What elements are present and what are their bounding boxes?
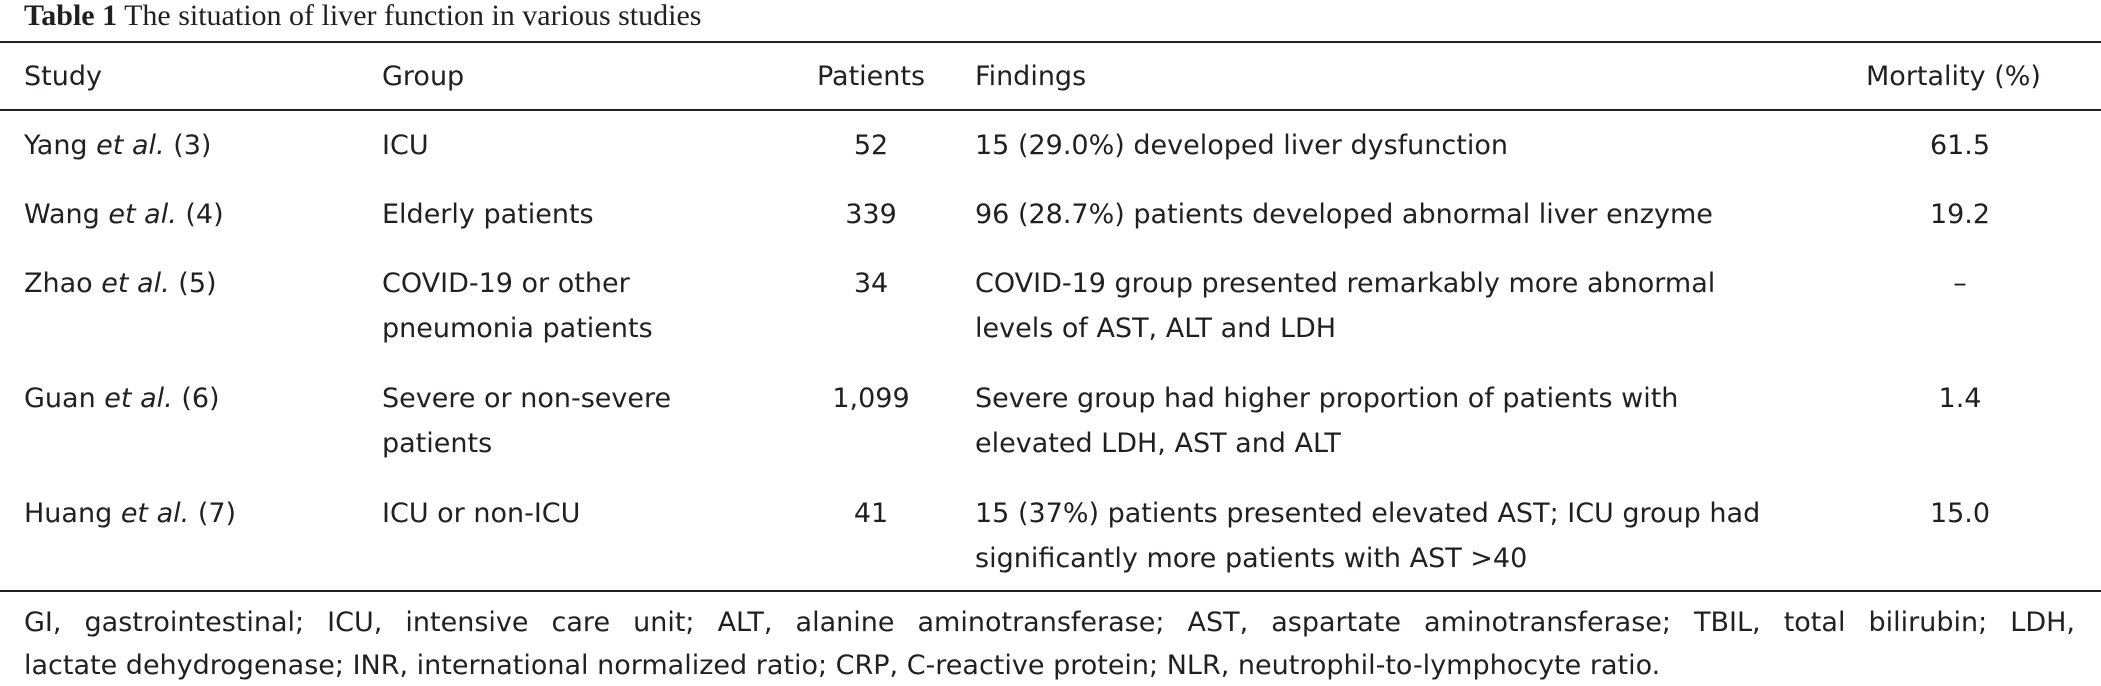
mortality-value: 1.4 (1938, 383, 1982, 414)
findings-line: significantly more patients with AST >40 (975, 543, 1528, 574)
patients-cell: 34 (791, 261, 951, 306)
study-etal: et al. (101, 268, 170, 299)
patients-cell: 52 (791, 123, 951, 168)
mortality-value: – (1953, 268, 1967, 299)
caption-label: Table 1 (24, 0, 118, 32)
patients-value: 339 (845, 199, 897, 230)
header-cell: Mortality (%) (1866, 61, 2041, 92)
findings-line: levels of AST, ALT and LDH (975, 313, 1337, 344)
study-etal: et al. (108, 199, 177, 230)
study-ref: (6) (181, 383, 220, 414)
group-line: ICU or non-ICU (382, 498, 581, 529)
mortality-cell: 19.2 (1880, 192, 2040, 237)
mortality-cell: 1.4 (1880, 376, 2040, 421)
study-line: Huang et al. (7) (24, 491, 364, 536)
study-etal: et al. (120, 498, 190, 529)
study-line: Zhao et al. (5) (24, 261, 364, 306)
study-author: Huang (24, 498, 113, 529)
study-author: Yang (24, 130, 88, 161)
study-line: Yang et al. (3) (24, 123, 364, 168)
footnote-line: GI, gastrointestinal; ICU, intensive car… (24, 607, 2075, 638)
findings-cell: Severe group had higher proportion of pa… (975, 376, 1855, 466)
study-line: Wang et al. (4) (24, 192, 364, 237)
study-author: Wang (24, 199, 100, 230)
mortality-value: 19.2 (1929, 199, 1991, 230)
header-rule (0, 109, 2101, 111)
study-author: Guan (24, 383, 96, 414)
mortality-cell: – (1880, 261, 2040, 306)
findings-line: Severe group had higher proportion of pa… (975, 383, 1679, 414)
study-cell: Guan et al. (6) (24, 376, 364, 421)
group-line: patients (382, 428, 493, 459)
study-ref: (3) (173, 130, 212, 161)
group-cell: ICU (382, 123, 782, 168)
patients-value: 1,099 (832, 383, 910, 414)
mortality-cell: 15.0 (1880, 491, 2040, 536)
footnote: GI, gastrointestinal; ICU, intensive car… (24, 601, 2075, 686)
table-caption: Table 1 The situation of liver function … (24, 0, 701, 34)
patients-cell: 1,099 (791, 376, 951, 421)
findings-cell: 15 (37%) patients presented elevated AST… (975, 491, 1855, 581)
group-line: pneumonia patients (382, 313, 653, 344)
footnote-line: lactate dehydrogenase; INR, internationa… (24, 650, 1661, 681)
findings-line: COVID-19 group presented remarkably more… (975, 268, 1716, 299)
study-etal: et al. (96, 130, 165, 161)
patients-value: 41 (853, 498, 889, 529)
group-line: Severe or non-severe (382, 383, 672, 414)
study-ref: (4) (185, 199, 224, 230)
findings-cell: 15 (29.0%) developed liver dysfunction (975, 123, 1855, 168)
study-cell: Wang et al. (4) (24, 192, 364, 237)
header-cell: Patients (816, 61, 926, 92)
study-cell: Huang et al. (7) (24, 491, 364, 536)
findings-line: 15 (37%) patients presented elevated AST… (975, 498, 1761, 529)
group-cell: ICU or non-ICU (382, 491, 782, 536)
group-line: ICU (382, 130, 429, 161)
study-author: Zhao (24, 268, 93, 299)
study-line: Guan et al. (6) (24, 376, 364, 421)
findings-line: 96 (28.7%) patients developed abnormal l… (975, 199, 1713, 230)
bottom-rule (0, 590, 2101, 592)
study-etal: et al. (104, 383, 173, 414)
mortality-value: 61.5 (1929, 130, 1991, 161)
group-line: COVID-19 or other (382, 268, 630, 299)
group-cell: COVID-19 or other pneumonia patients (382, 261, 782, 351)
group-cell: Severe or non-severe patients (382, 376, 782, 466)
patients-cell: 339 (791, 192, 951, 237)
patients-cell: 41 (791, 491, 951, 536)
caption-text: The situation of liver function in vario… (124, 0, 702, 32)
study-cell: Yang et al. (3) (24, 123, 364, 168)
mortality-value: 15.0 (1929, 498, 1991, 529)
header-cell: Findings (975, 61, 1087, 92)
header-cell: Study (24, 61, 102, 92)
findings-cell: COVID-19 group presented remarkably more… (975, 261, 1855, 351)
study-cell: Zhao et al. (5) (24, 261, 364, 306)
study-ref: (5) (178, 268, 217, 299)
header-cell: Group (382, 61, 465, 92)
patients-value: 34 (853, 268, 889, 299)
patients-value: 52 (853, 130, 889, 161)
top-rule (0, 41, 2101, 43)
findings-line: elevated LDH, AST and ALT (975, 428, 1341, 459)
study-ref: (7) (197, 498, 237, 529)
group-line: Elderly patients (382, 199, 594, 230)
group-cell: Elderly patients (382, 192, 782, 237)
mortality-cell: 61.5 (1880, 123, 2040, 168)
findings-cell: 96 (28.7%) patients developed abnormal l… (975, 192, 1855, 237)
findings-line: 15 (29.0%) developed liver dysfunction (975, 130, 1508, 161)
